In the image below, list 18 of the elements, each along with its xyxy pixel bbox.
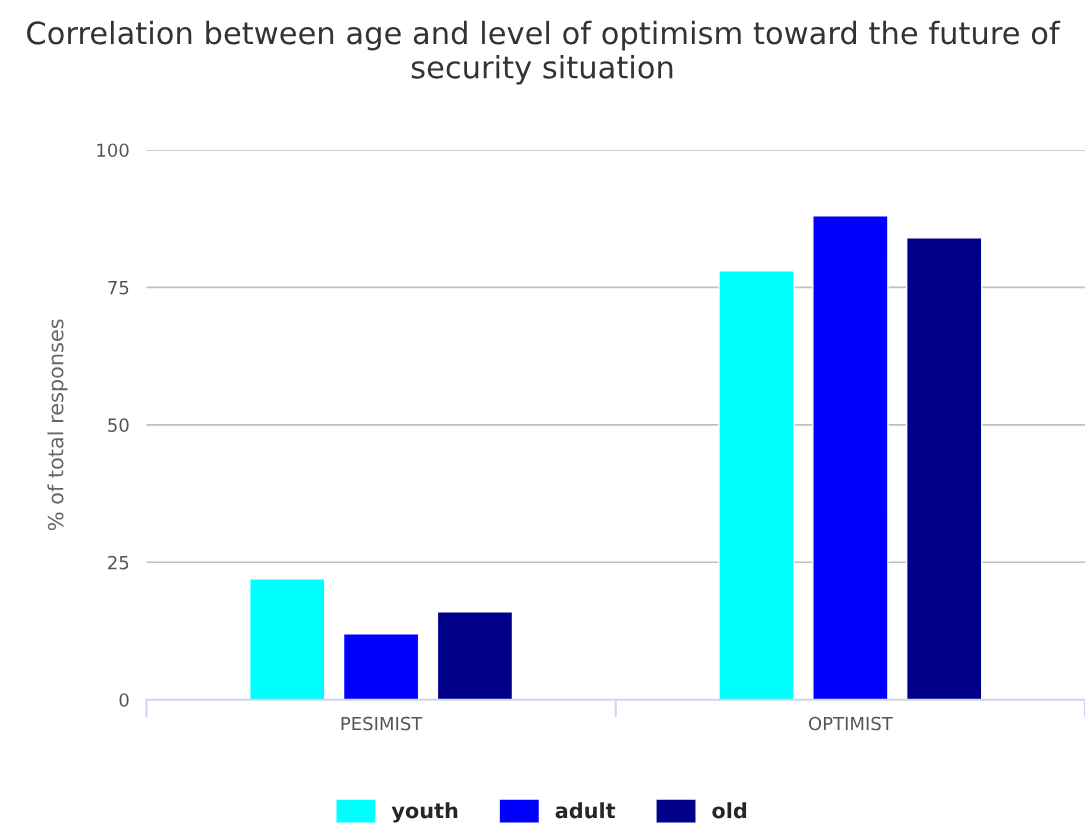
legend-label: youth: [391, 802, 458, 823]
bar: [249, 578, 326, 700]
bar: [342, 633, 420, 700]
y-tick-label: 75: [108, 281, 129, 295]
y-tick-label: 25: [108, 555, 129, 570]
x-tick-label: OPTIMIST: [808, 716, 893, 731]
bar: [812, 215, 889, 700]
bar: [718, 270, 795, 700]
bar: [436, 611, 514, 700]
chart-title: Correlation between age and level of optimism toward the future of security situation: [27, 20, 1061, 85]
y-tick-label: 50: [108, 418, 129, 432]
y-tick-label: 100: [97, 143, 129, 158]
legend-label: old: [712, 802, 747, 819]
y-axis-title: % of total responses: [47, 319, 68, 531]
x-tick-label: PESIMIST: [341, 716, 423, 731]
legend-label: adult: [555, 802, 616, 819]
bar: [905, 237, 983, 700]
y-tick-label: 0: [119, 693, 129, 707]
